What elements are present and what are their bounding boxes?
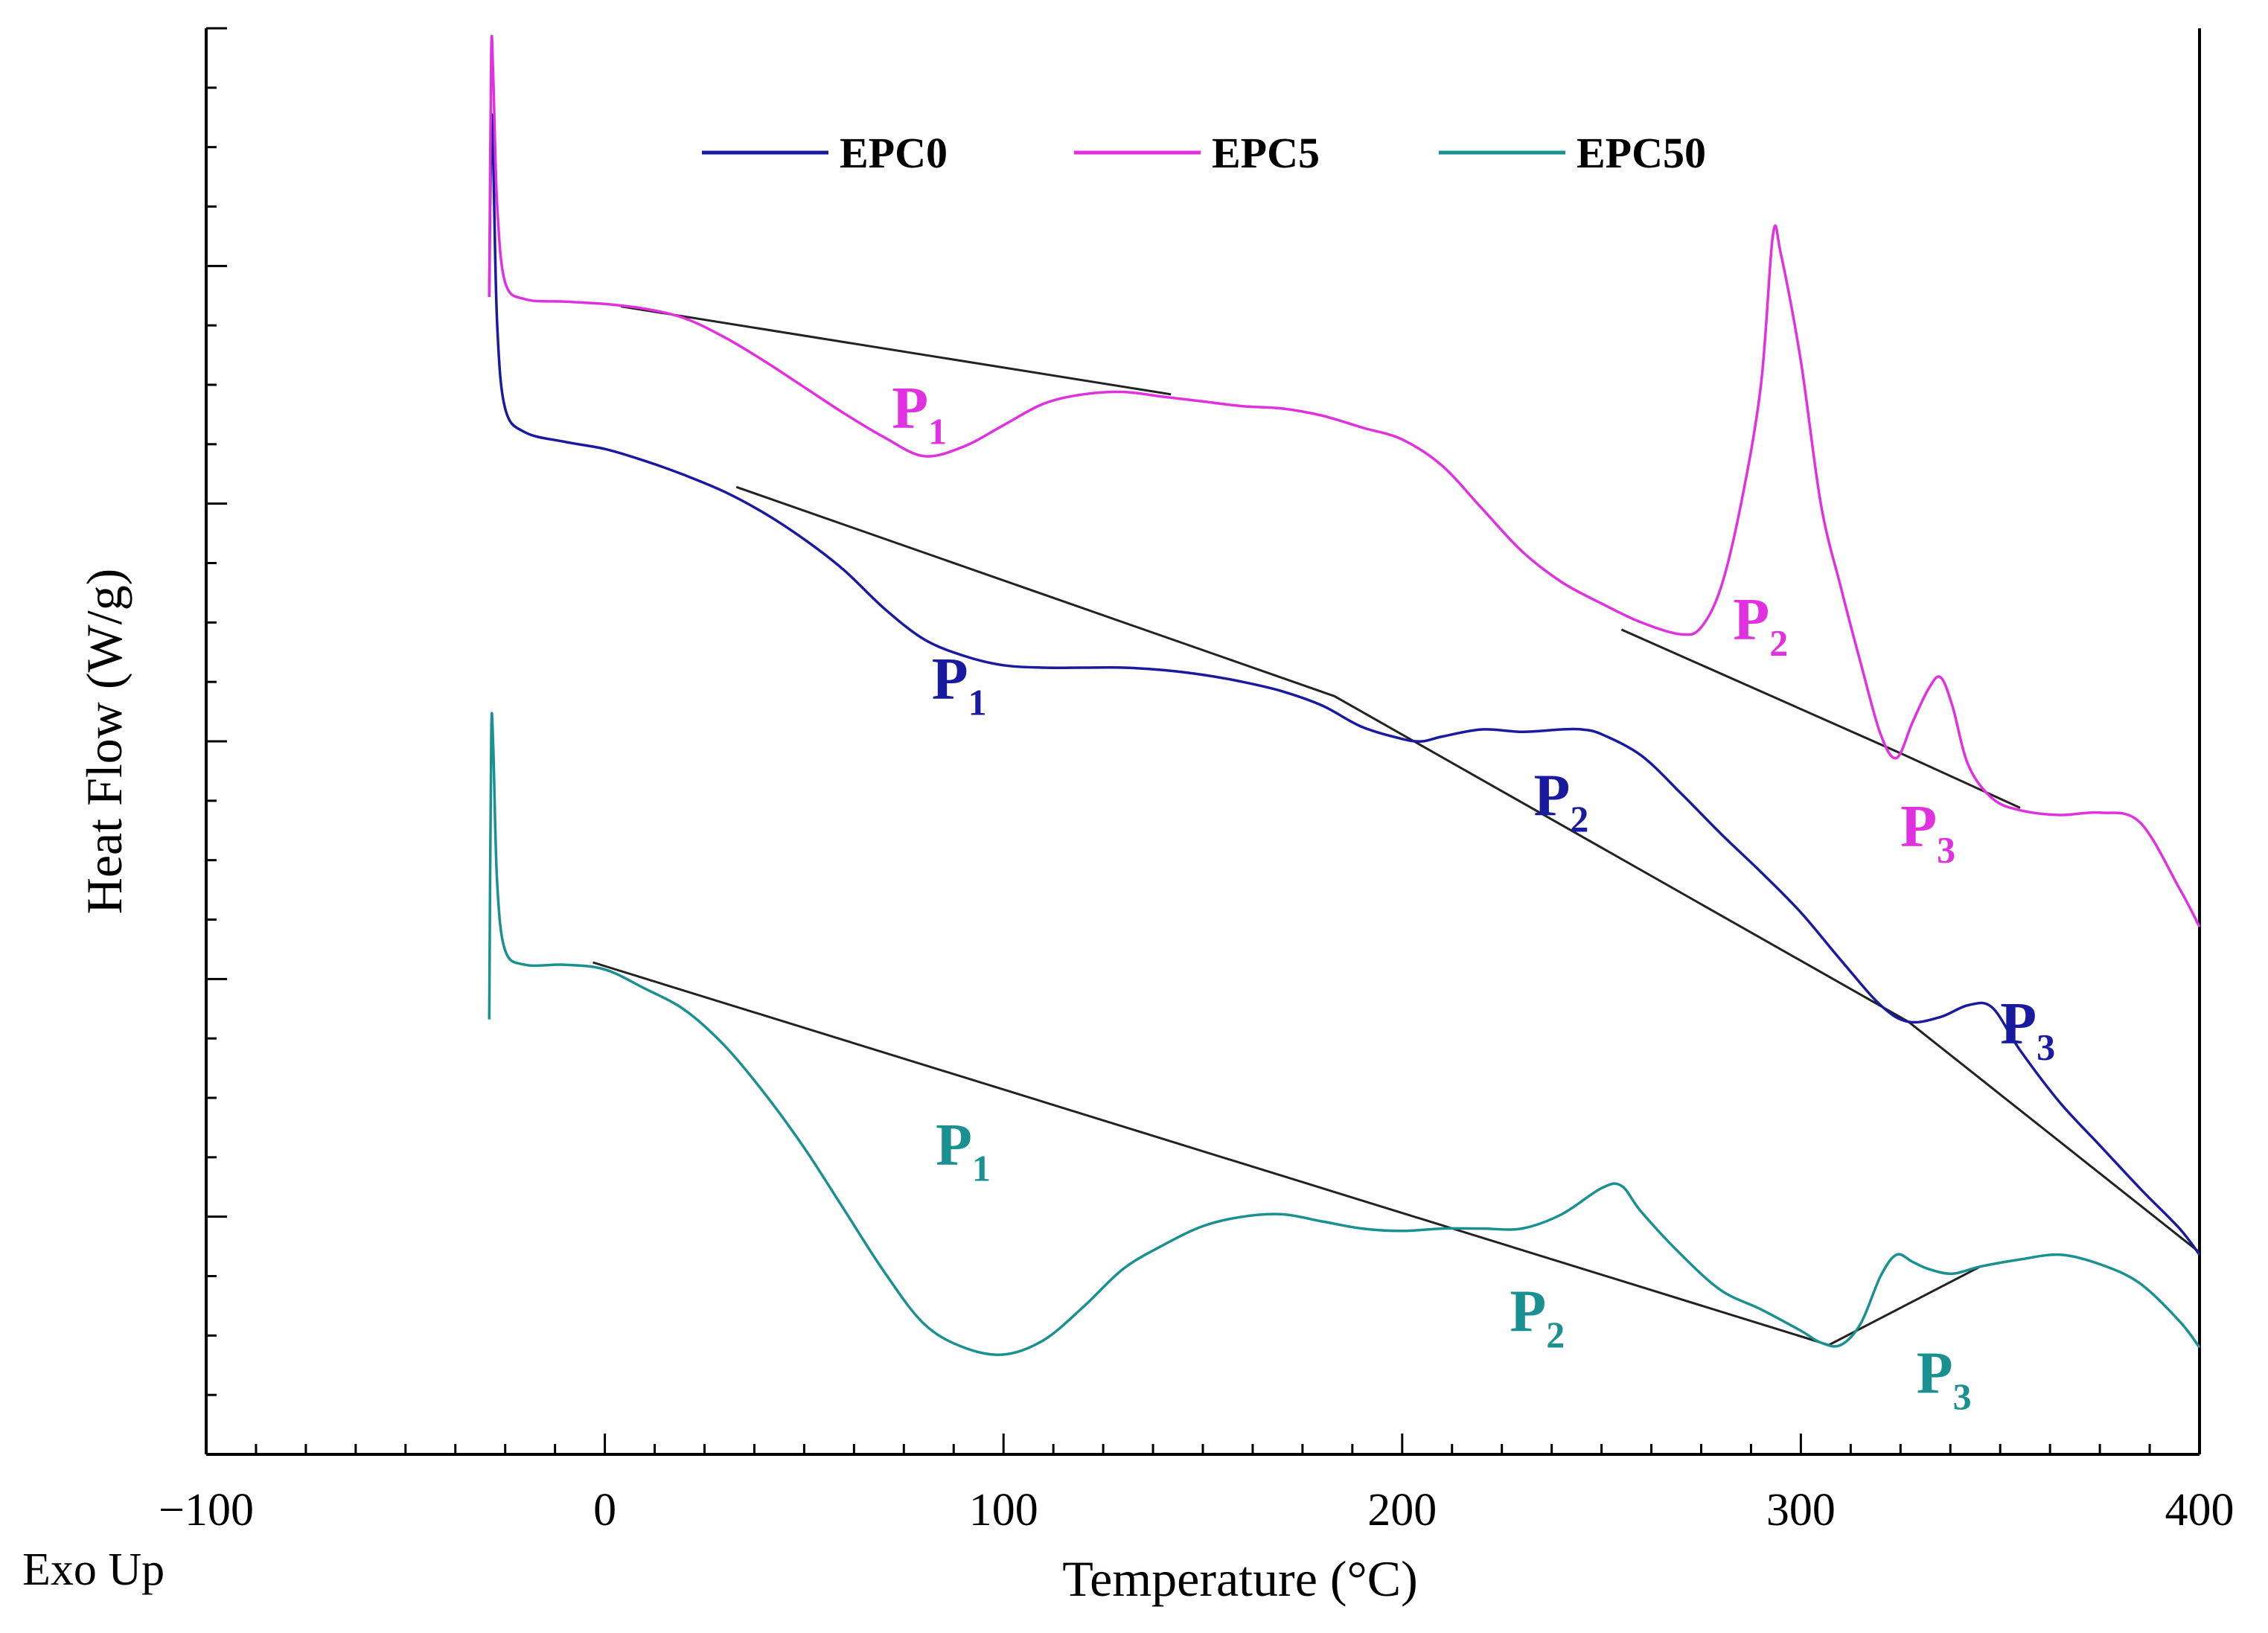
- peak-label-epc5-p3: P3: [1900, 794, 1955, 871]
- axis-labels: Temperature (°C) Heat Flow (W/g) Exo Up: [22, 569, 1418, 1607]
- series-line-epc50: [488, 712, 2201, 1356]
- x-axis-title: Temperature (°C): [1062, 1550, 1417, 1607]
- axes: −100 0 100 200 300 400: [159, 27, 2235, 1535]
- peak-label-epc0-p2: P2: [1534, 763, 1589, 840]
- y-axis-title: Heat Flow (W/g): [76, 569, 132, 915]
- x-tick-label: 100: [969, 1485, 1038, 1535]
- x-tick-label: 0: [593, 1485, 616, 1535]
- legend-label: EPC5: [1212, 129, 1320, 177]
- baseline-epc5: [1620, 628, 2021, 809]
- baseline-epc50: [592, 961, 1981, 1346]
- baseline-epc0: [735, 485, 2200, 1253]
- peak-label-epc5-p1: P1: [892, 375, 947, 452]
- x-tick-label: 300: [1766, 1485, 1836, 1535]
- legend-label: EPC50: [1577, 129, 1706, 177]
- legend-label: EPC0: [840, 129, 948, 177]
- x-tick-label: 200: [1367, 1485, 1437, 1535]
- series-line-epc5: [488, 34, 2201, 927]
- exo-up-note: Exo Up: [22, 1544, 164, 1595]
- legend: EPC0 EPC5 EPC50: [702, 129, 1706, 177]
- series-lines: [488, 34, 2201, 1356]
- peak-annotations: P1 P2 P3 P1 P2 P3 P1 P2 P3: [892, 375, 2055, 1416]
- x-tick-label: 400: [2165, 1485, 2235, 1535]
- peak-label-epc0-p3: P3: [2000, 991, 2055, 1068]
- peak-label-epc0-p1: P1: [932, 647, 987, 723]
- legend-item-epc50: EPC50: [1439, 129, 1706, 177]
- peak-label-epc5-p2: P2: [1733, 587, 1788, 664]
- baseline-epc5: [620, 305, 1172, 396]
- peak-label-epc50-p3: P3: [1917, 1340, 1972, 1417]
- x-tick-label: −100: [159, 1485, 254, 1535]
- legend-item-epc0: EPC0: [702, 129, 948, 177]
- baselines: [592, 305, 2200, 1346]
- legend-item-epc5: EPC5: [1074, 129, 1320, 177]
- series-line-epc0: [488, 113, 2201, 1256]
- peak-label-epc50-p1: P1: [936, 1112, 991, 1189]
- peak-label-epc50-p2: P2: [1510, 1279, 1565, 1355]
